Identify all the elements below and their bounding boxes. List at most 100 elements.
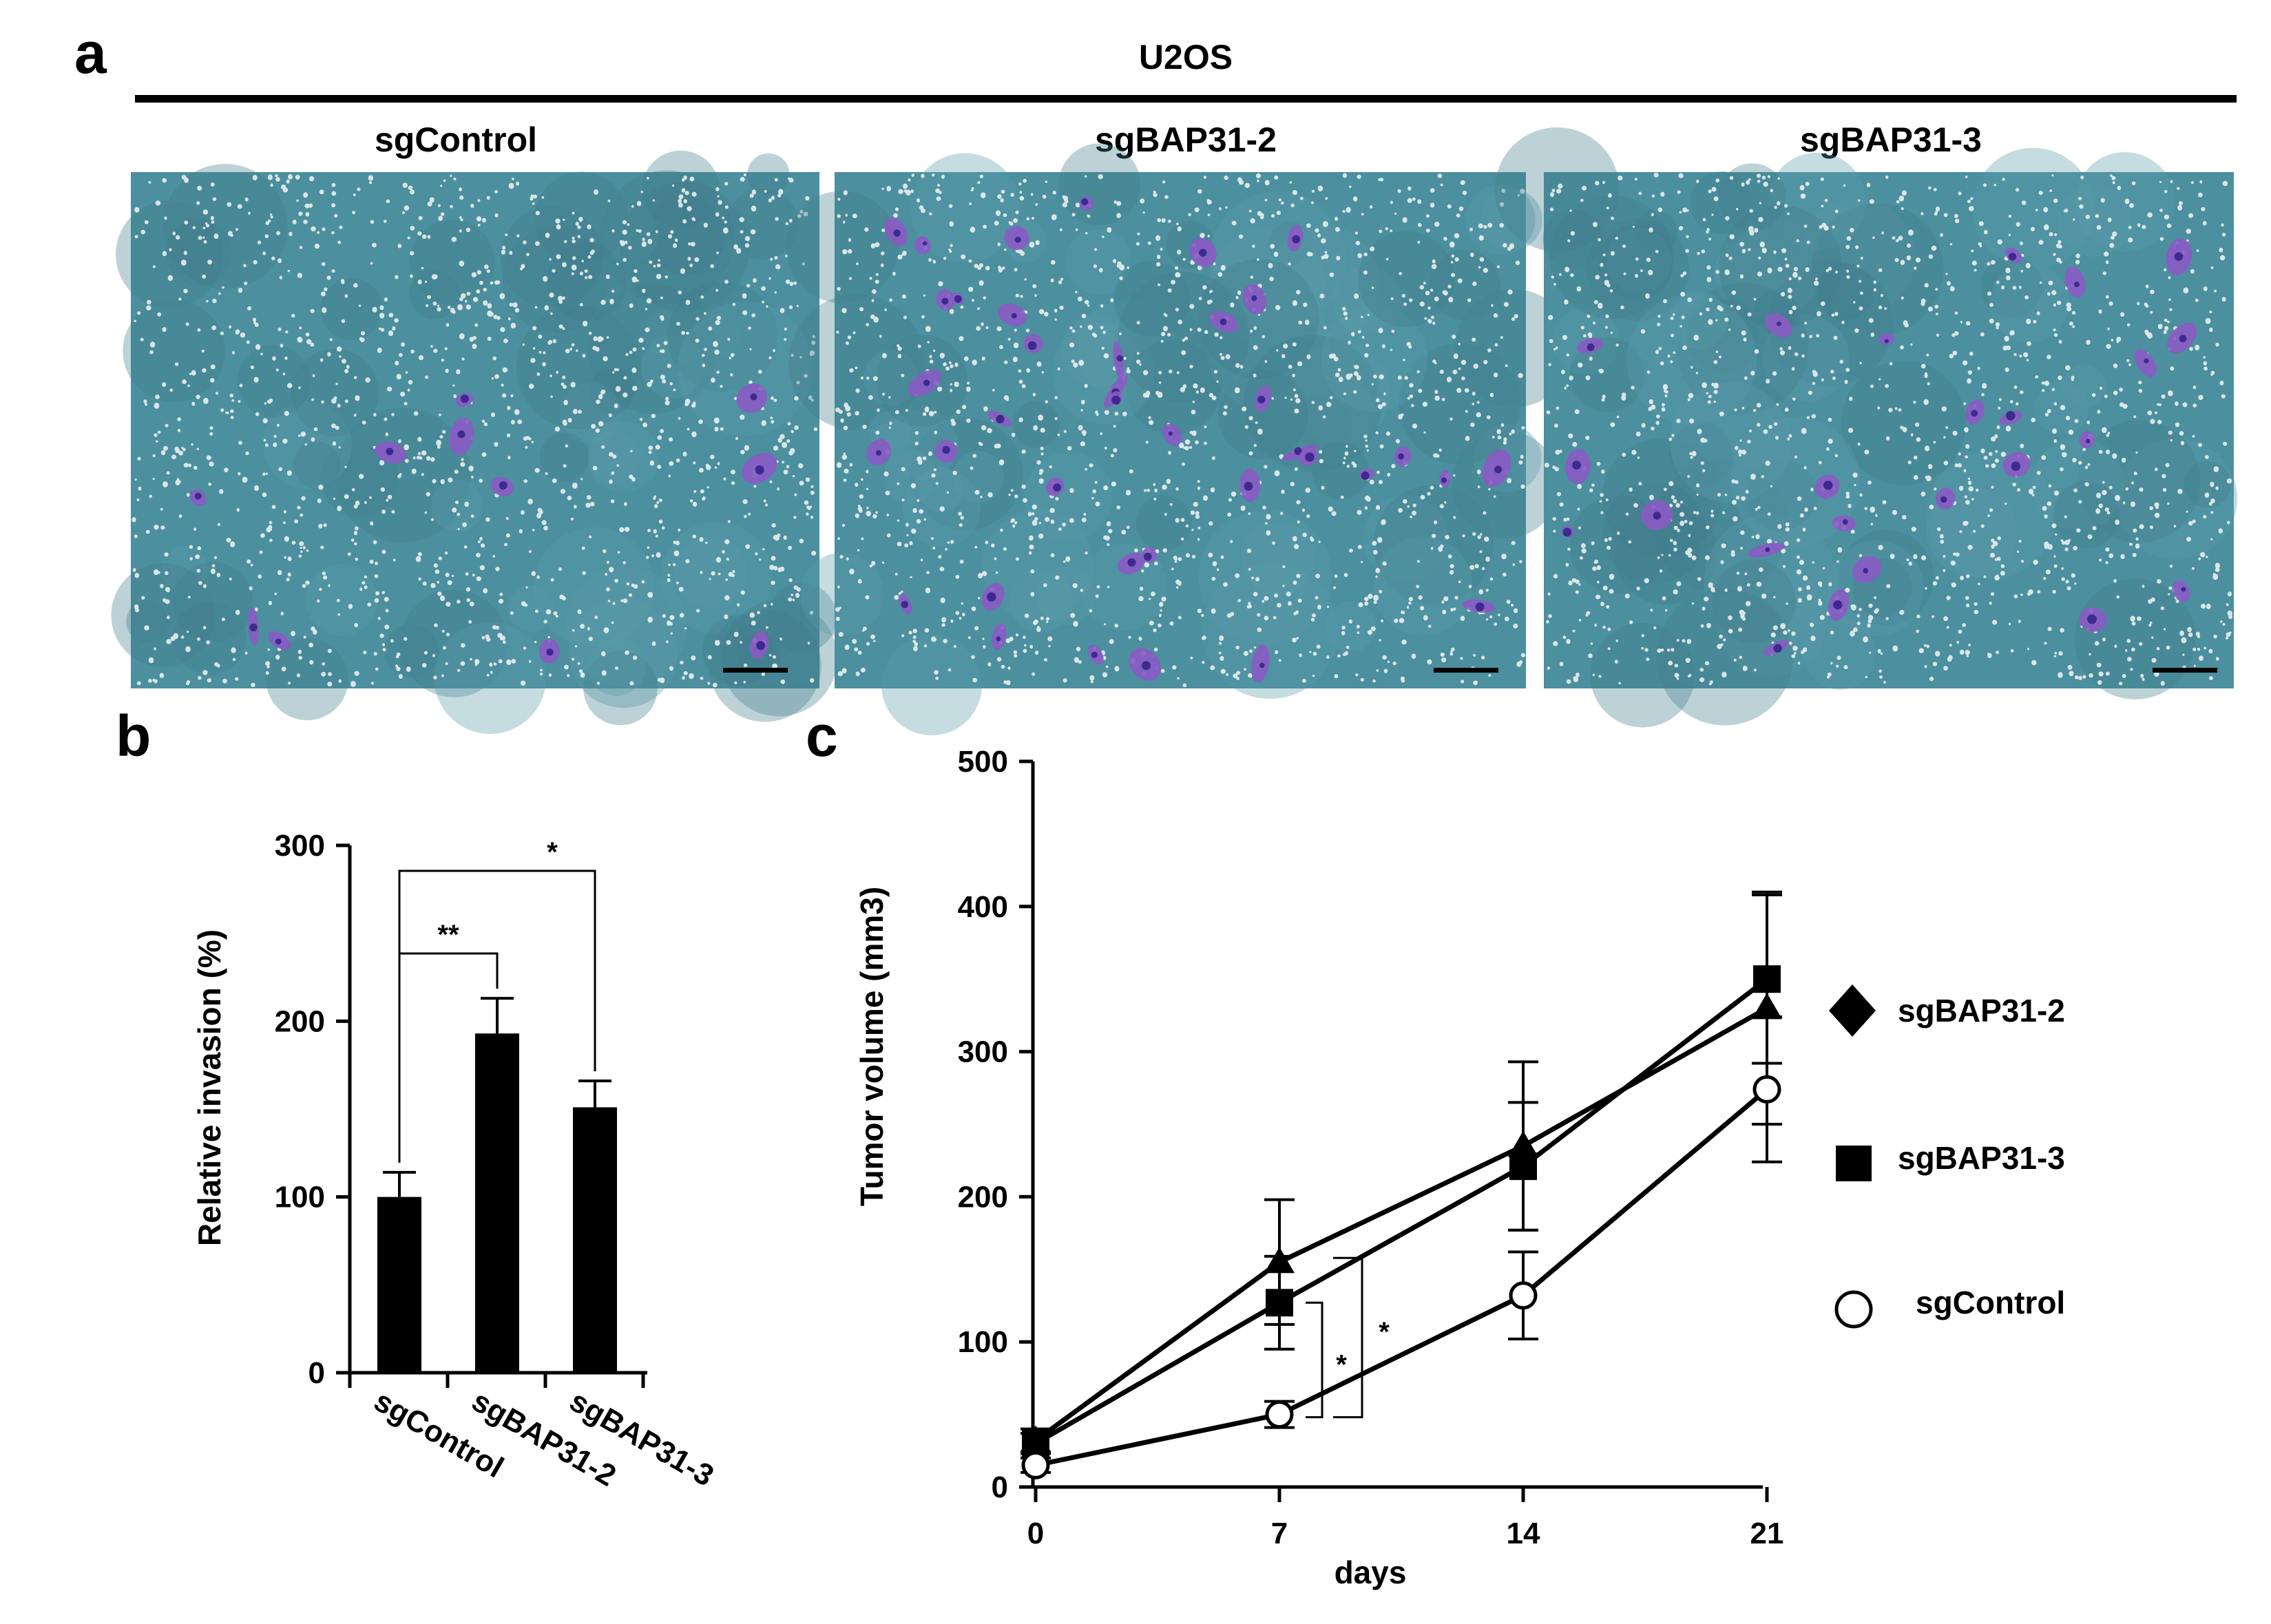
cell-nucleus <box>386 447 394 456</box>
cell-nucleus <box>1143 552 1152 561</box>
membrane-texture <box>1480 189 1542 251</box>
membrane-texture <box>863 350 919 405</box>
membrane-texture <box>1653 459 1789 595</box>
membrane-texture <box>305 564 378 636</box>
membrane-texture <box>1281 368 1376 464</box>
membrane-texture <box>1125 339 1222 435</box>
membrane-texture <box>126 600 169 643</box>
membrane-texture <box>2052 481 2120 549</box>
cell-nucleus <box>941 297 949 305</box>
membrane-texture <box>1686 299 1759 372</box>
legend-marker-square <box>1836 1146 1872 1181</box>
membrane-texture <box>291 348 379 437</box>
panel-letter-a: a <box>74 21 107 85</box>
membrane-texture <box>409 269 459 319</box>
membrane-texture <box>1634 210 1678 254</box>
membrane-texture <box>788 294 925 430</box>
membrane-texture <box>1199 259 1319 379</box>
membrane-texture <box>1265 226 1381 341</box>
cell-nucleus <box>2008 253 2017 261</box>
cell-nucleus <box>460 394 469 403</box>
cell-nucleus <box>1441 477 1447 483</box>
membrane-texture <box>566 566 687 687</box>
line-y-tick-label: 300 <box>958 1035 1008 1069</box>
significance-bracket <box>1306 1301 1323 1419</box>
cell-nucleus <box>901 600 909 609</box>
bar-y-tick-label: 100 <box>275 1181 325 1214</box>
cell-nucleus <box>275 638 282 645</box>
series-point-sgbap31-3 <box>1509 1152 1537 1181</box>
membrane-texture <box>1373 485 1494 605</box>
cell-nucleus <box>1251 295 1257 302</box>
cell-nucleus <box>922 241 928 246</box>
cell-nucleus <box>1884 339 1889 344</box>
cell-nucleus <box>1305 452 1315 462</box>
series-line-sgbap31-2 <box>1034 1006 1768 1443</box>
panel-a-header-rule <box>135 95 2237 103</box>
membrane-texture <box>1668 423 1733 487</box>
cell-nucleus <box>1259 662 1265 668</box>
significance-bracket <box>398 869 596 1163</box>
membrane-texture <box>886 408 958 481</box>
membrane-texture <box>697 313 741 357</box>
cell-nucleus <box>1833 600 1843 610</box>
membrane-texture <box>726 188 799 260</box>
membrane-texture <box>642 150 720 229</box>
membrane-texture <box>1838 529 1934 626</box>
membrane-texture <box>1711 559 1796 644</box>
membrane-texture <box>1718 163 1786 231</box>
membrane-texture <box>409 219 495 305</box>
membrane-texture <box>587 421 660 493</box>
cell-nucleus <box>1653 512 1662 520</box>
series-point-sgbap31-3 <box>1753 965 1781 993</box>
membrane-texture <box>1325 601 1377 652</box>
membrane-texture <box>767 582 837 653</box>
invasion-bar-chart: Relative invasion (%) 0100200300sgContro… <box>191 829 720 1493</box>
membrane-texture <box>431 479 483 532</box>
membrane-texture <box>1217 369 1308 460</box>
membrane-texture <box>667 281 778 392</box>
membrane-texture <box>263 401 353 489</box>
cell-nucleus <box>1091 651 1098 658</box>
membrane-texture <box>165 219 233 286</box>
significance-label: * <box>547 837 558 867</box>
membrane-texture <box>1670 381 1792 503</box>
membrane-texture <box>1065 229 1132 295</box>
line-y-tick-label: 400 <box>958 890 1008 924</box>
membrane-texture <box>602 205 659 262</box>
membrane-texture <box>123 299 225 403</box>
membrane-texture <box>1668 291 1728 349</box>
cell-nucleus <box>1199 249 1207 257</box>
significance-label: * <box>1336 1349 1347 1380</box>
cell-nucleus <box>1142 661 1151 671</box>
membrane-texture <box>583 651 658 726</box>
cell-nucleus <box>2179 335 2187 343</box>
line-y-tick-label: 500 <box>958 745 1008 779</box>
cell-nucleus <box>893 229 901 237</box>
membrane-texture <box>2115 438 2238 560</box>
image-label-2: sgBAP31-3 <box>1800 120 1982 159</box>
significance-label: * <box>1379 1317 1390 1347</box>
cell-nucleus <box>1257 395 1266 404</box>
series-point-sgbap31-3 <box>1266 1289 1293 1317</box>
membrane-texture <box>1980 255 2042 317</box>
membrane-texture <box>1606 227 1672 293</box>
membrane-texture <box>587 284 718 414</box>
series-point-sgcontrol <box>1265 1400 1294 1429</box>
membrane-texture <box>1817 263 1874 320</box>
cell-nucleus <box>1842 519 1848 525</box>
cell-nucleus <box>194 492 202 500</box>
membrane-texture <box>800 552 884 637</box>
stained-cell <box>2064 266 2086 298</box>
cell-nucleus <box>2174 252 2184 261</box>
membrane-texture <box>1811 203 1944 336</box>
membrane-texture <box>1311 442 1370 500</box>
membrane-pores <box>835 173 1525 688</box>
series-line-sgbap31-3 <box>1034 977 1769 1446</box>
significance-label: ** <box>437 920 459 950</box>
line-x-tick-label: 0 <box>1027 1517 1044 1550</box>
bar-sgcontrol <box>377 1196 421 1373</box>
membrane-texture <box>660 522 773 634</box>
cell-nucleus <box>1777 321 1781 326</box>
line-y-tick-label: 100 <box>958 1325 1008 1359</box>
